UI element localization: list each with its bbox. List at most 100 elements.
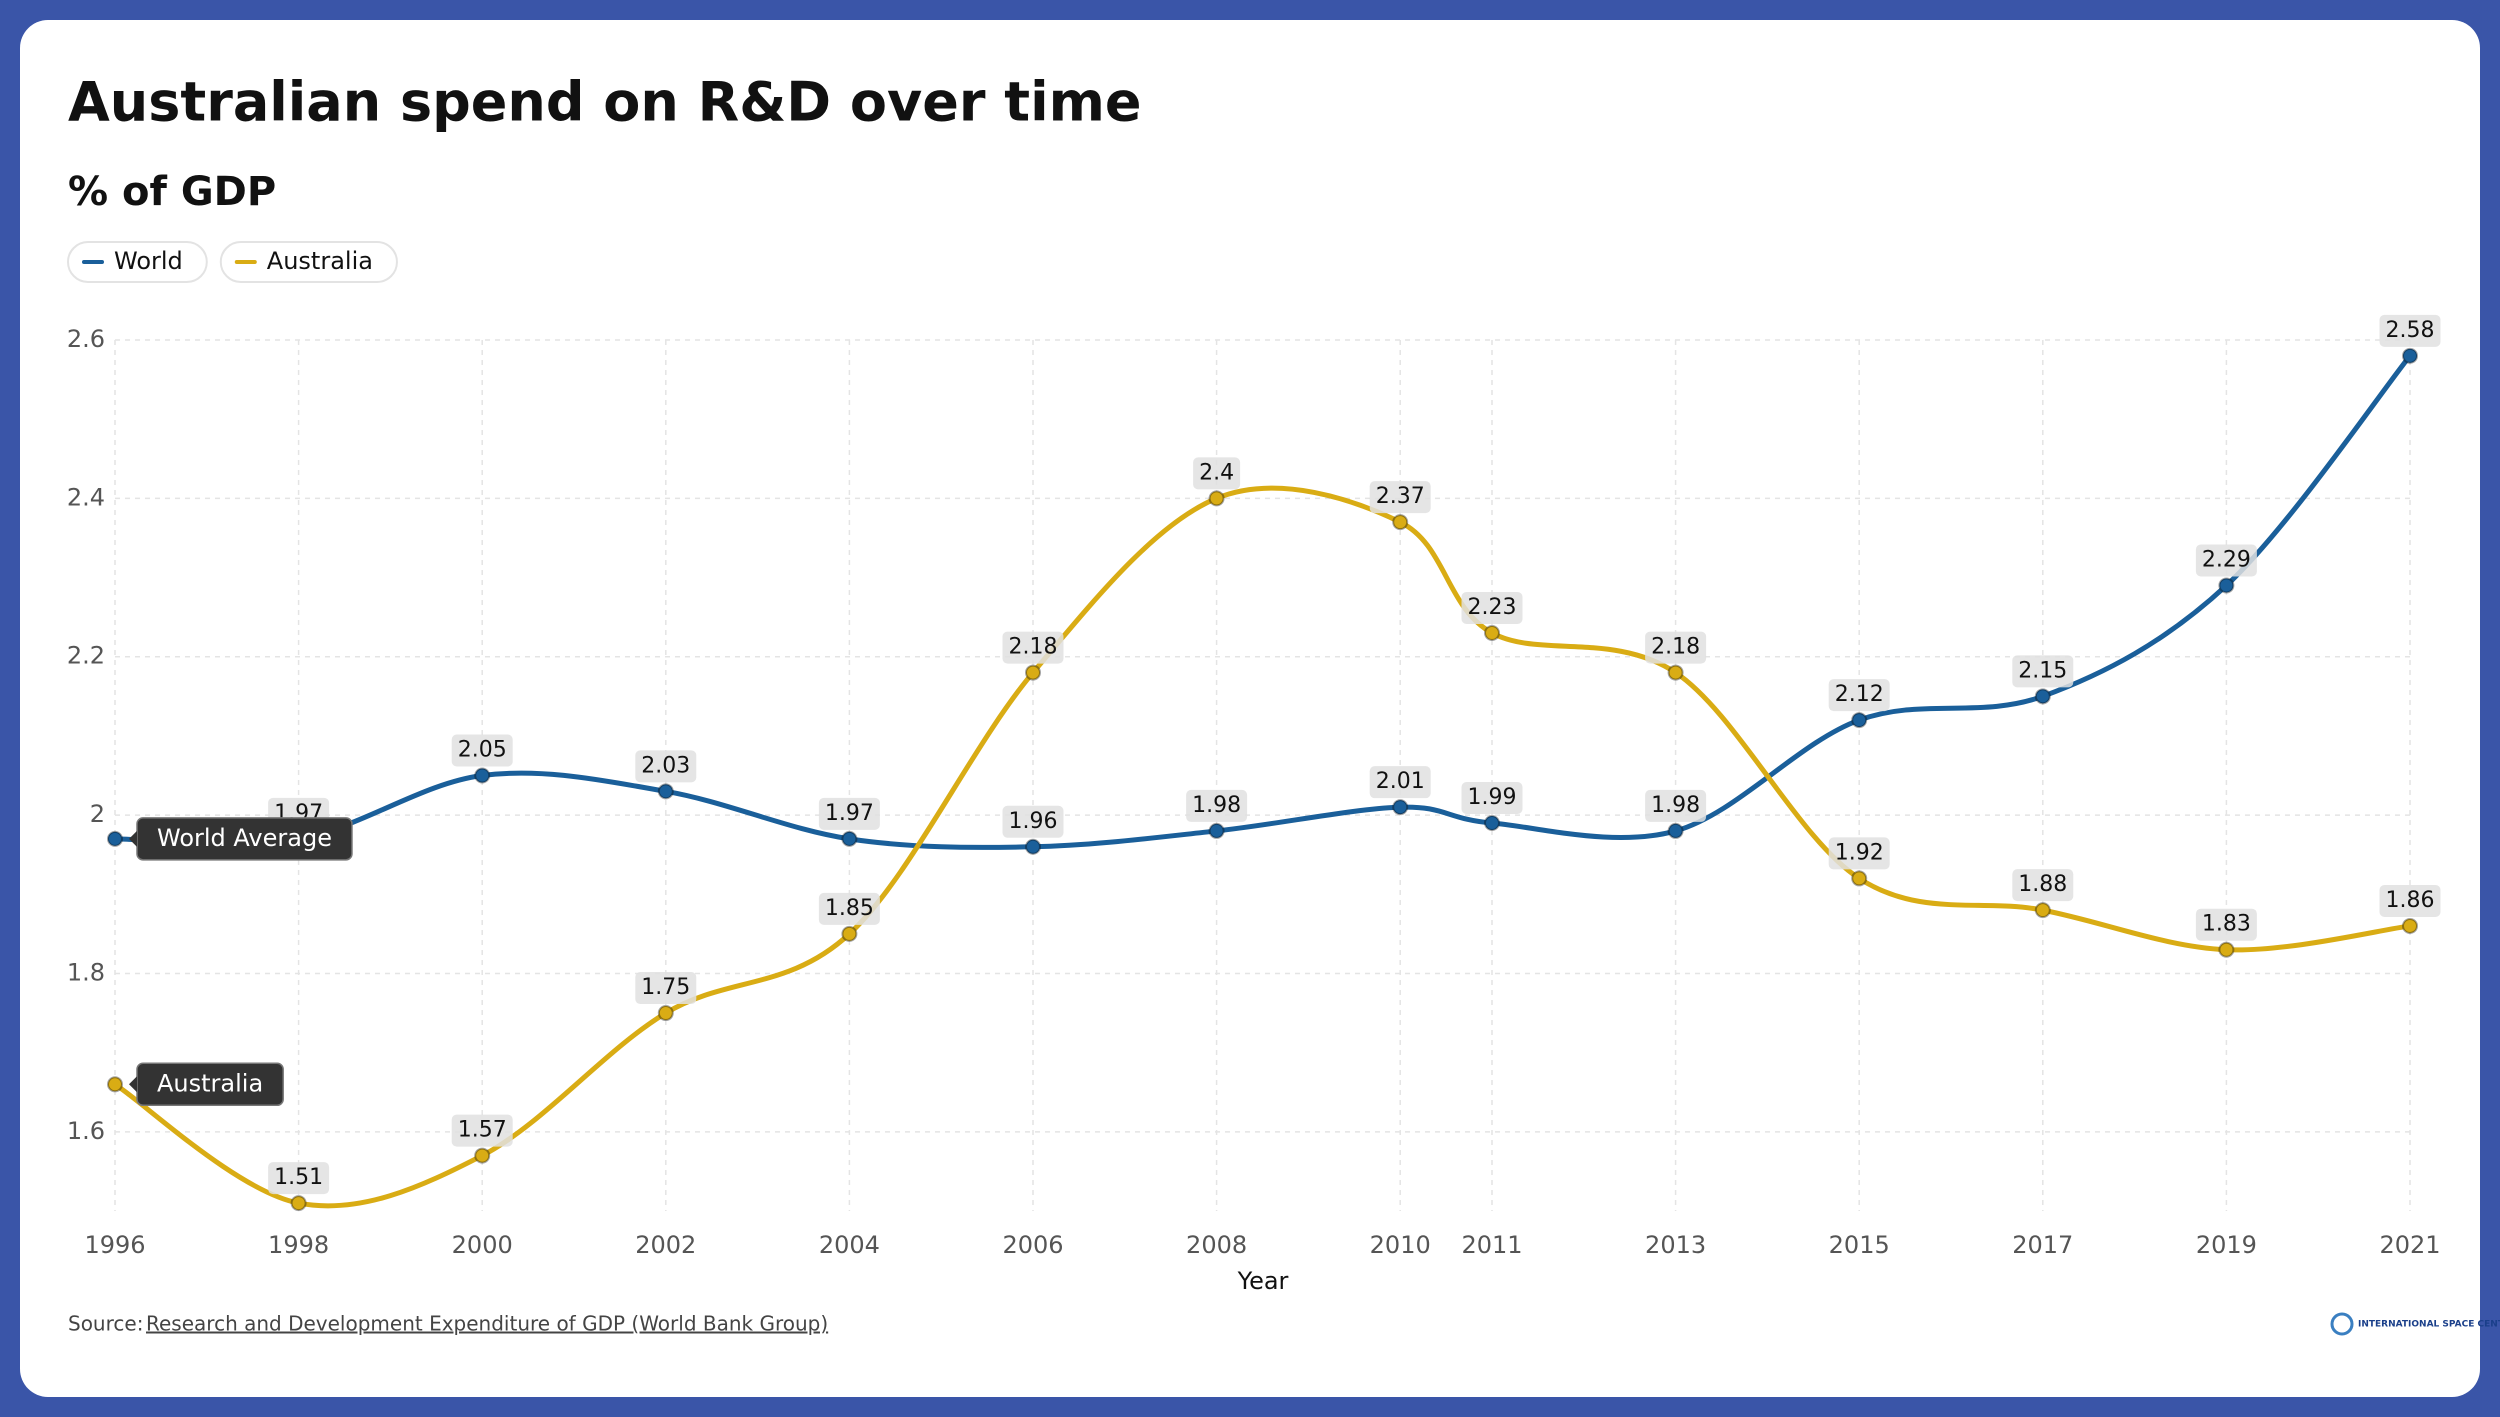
logo-text: INTERNATIONAL SPACE CENTRE <box>2358 1320 2500 1330</box>
data-label-bg <box>2195 908 2257 941</box>
card <box>20 20 2480 1397</box>
legend-item[interactable]: Australia <box>219 241 398 283</box>
data-label: 1.75 <box>641 975 690 1000</box>
y-tick-label: 2.2 <box>67 642 105 670</box>
data-label: 2.01 <box>1376 769 1425 794</box>
data-point <box>2218 941 2235 958</box>
data-point <box>1208 822 1225 839</box>
data-label: 2.58 <box>2386 318 2435 343</box>
annotation-text: World Average <box>157 824 332 852</box>
data-point <box>2402 917 2418 934</box>
data-label-group: 2.03 <box>635 750 697 783</box>
data-label: 1.51 <box>274 1165 323 1190</box>
data-label-bg <box>268 1162 330 1195</box>
data-label-group: 2.18 <box>1645 631 1707 664</box>
legend-pill <box>67 241 208 283</box>
data-label-bg <box>1645 789 1707 822</box>
x-tick-label: 2015 <box>1829 1231 1890 1259</box>
y-tick-label: 2.6 <box>67 325 105 353</box>
x-axis-label: Year <box>1237 1267 1289 1295</box>
data-label: 1.92 <box>1835 840 1884 865</box>
data-point <box>2034 902 2051 919</box>
data-label-group: 2.15 <box>2012 655 2074 688</box>
data-label-bg <box>818 892 880 925</box>
data-label-group: 1.99 <box>1461 782 1523 815</box>
data-label-group: 1.96 <box>1002 805 1064 838</box>
data-label-group: 1.97 <box>818 797 880 830</box>
data-label-group: 1.51 <box>268 1162 330 1195</box>
data-label-bg <box>1828 679 1890 712</box>
annotation-pointer <box>129 830 137 847</box>
data-point <box>2218 577 2235 594</box>
data-label-group: 2.4 <box>1193 457 1241 490</box>
data-label-group: 2.01 <box>1369 766 1431 799</box>
data-label-group: 2.23 <box>1461 591 1523 624</box>
data-point <box>657 1005 674 1022</box>
data-label-group: 1.86 <box>2379 884 2441 917</box>
data-point <box>1667 822 1684 839</box>
data-label-bg <box>818 797 880 830</box>
data-label-bg <box>1002 631 1064 664</box>
x-tick-label: 2000 <box>452 1231 513 1259</box>
data-label-group: 1.83 <box>2195 908 2257 941</box>
data-label-group: 1.88 <box>2012 869 2074 902</box>
data-point <box>1851 870 1868 887</box>
data-label: 2.4 <box>1199 460 1234 485</box>
data-point <box>1392 514 1409 531</box>
data-point <box>1208 490 1225 507</box>
data-label-group: 1.57 <box>451 1114 513 1147</box>
data-label: 1.86 <box>2386 888 2435 913</box>
x-tick-label: 2013 <box>1645 1231 1706 1259</box>
data-label: 1.83 <box>2202 912 2251 937</box>
data-label-group: 1.85 <box>818 892 880 925</box>
data-point <box>474 767 491 784</box>
data-point <box>1667 664 1684 681</box>
data-label: 1.96 <box>1009 809 1058 834</box>
legend-label: World <box>114 247 183 275</box>
data-label: 1.98 <box>1651 793 1700 818</box>
data-label-group: 2.05 <box>451 734 513 767</box>
data-point <box>1484 815 1500 832</box>
data-label-bg <box>451 734 513 767</box>
data-label: 2.05 <box>458 738 507 763</box>
data-label-group: 2.18 <box>1002 631 1064 664</box>
data-label-group: 1.98 <box>1645 789 1707 822</box>
data-label: 2.12 <box>1835 682 1884 707</box>
x-tick-label: 2019 <box>2196 1231 2257 1259</box>
annotation: Australia <box>129 1062 284 1107</box>
data-label: 1.98 <box>1192 793 1241 818</box>
data-label-bg <box>1369 481 1431 514</box>
data-label-bg <box>1828 837 1890 870</box>
data-label-bg <box>1369 766 1431 799</box>
data-point <box>2402 347 2418 364</box>
annotation-text: Australia <box>157 1069 263 1097</box>
data-label-group: 1.98 <box>1186 789 1248 822</box>
data-label-bg <box>2195 544 2257 577</box>
x-tick-label: 2021 <box>2379 1231 2440 1259</box>
data-label: 2.29 <box>2202 547 2251 572</box>
data-label-bg <box>635 972 697 1005</box>
legend-pill <box>219 241 398 283</box>
data-label-bg <box>451 1114 513 1147</box>
data-label: 1.85 <box>825 896 874 921</box>
data-point <box>107 830 123 847</box>
data-label-bg <box>2379 884 2441 917</box>
data-point <box>1392 799 1409 816</box>
data-label-group: 2.12 <box>1828 679 1890 712</box>
logo-icon <box>2330 1312 2354 1336</box>
legend-item[interactable]: World <box>67 241 208 283</box>
data-label: 2.18 <box>1651 635 1700 660</box>
data-point <box>1025 664 1041 681</box>
data-label: 1.88 <box>2018 872 2067 897</box>
x-tick-label: 2006 <box>1002 1231 1063 1259</box>
data-point <box>1484 624 1500 641</box>
data-point <box>2034 688 2051 705</box>
source-link[interactable]: Research and Development Expenditure of … <box>146 1312 828 1336</box>
data-label-group: 1.92 <box>1828 837 1890 870</box>
data-point <box>107 1076 123 1093</box>
data-point <box>841 925 858 942</box>
data-label-bg <box>2379 314 2441 347</box>
legend-label: Australia <box>267 247 373 275</box>
y-tick-label: 2 <box>90 800 105 828</box>
